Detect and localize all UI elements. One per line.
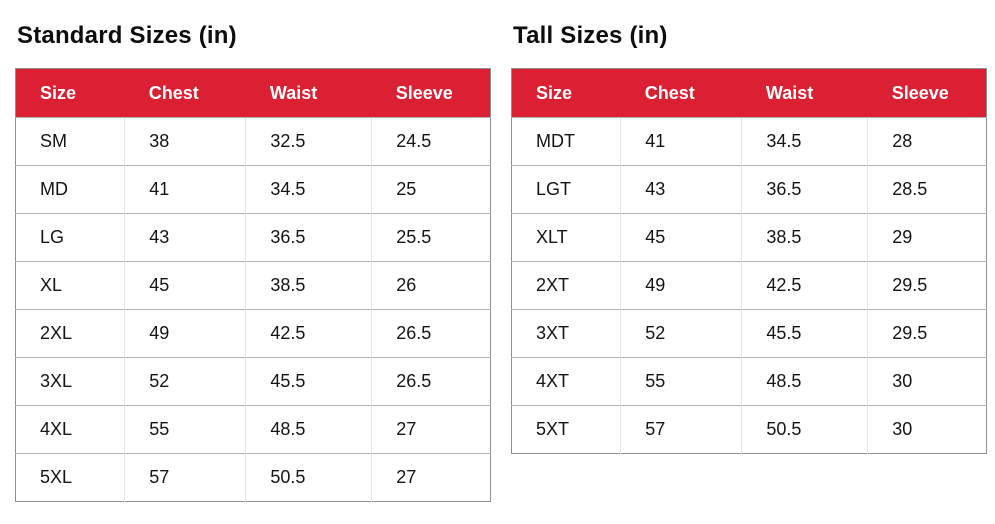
measurement-cell: 30 xyxy=(867,357,987,406)
measurement-cell: 52 xyxy=(620,309,742,358)
measurement-cell: 25.5 xyxy=(371,213,491,262)
column-header-chest: Chest xyxy=(124,68,246,118)
table-row: SM 38 32.5 24.5 xyxy=(15,117,491,166)
measurement-cell: 41 xyxy=(124,165,246,214)
measurement-cell: 45 xyxy=(124,261,246,310)
measurement-cell: 25 xyxy=(371,165,491,214)
measurement-cell: 48.5 xyxy=(741,357,868,406)
size-label-cell: 3XL xyxy=(15,357,125,406)
measurement-cell: 28.5 xyxy=(867,165,987,214)
measurement-cell: 29.5 xyxy=(867,261,987,310)
measurement-cell: 38.5 xyxy=(245,261,372,310)
measurement-cell: 27 xyxy=(371,405,491,454)
table-row: LG 43 36.5 25.5 xyxy=(15,213,491,262)
measurement-cell: 36.5 xyxy=(741,165,868,214)
measurement-cell: 55 xyxy=(620,357,742,406)
measurement-cell: 27 xyxy=(371,453,491,502)
measurement-cell: 26.5 xyxy=(371,357,491,406)
table-row: 2XL 49 42.5 26.5 xyxy=(15,309,491,358)
measurement-cell: 34.5 xyxy=(245,165,372,214)
measurement-cell: 42.5 xyxy=(741,261,868,310)
size-label-cell: LG xyxy=(15,213,125,262)
column-header-sleeve: Sleeve xyxy=(867,68,987,118)
measurement-cell: 28 xyxy=(867,117,987,166)
measurement-cell: 26.5 xyxy=(371,309,491,358)
tall-sizes-table: Size Chest Waist Sleeve MDT 41 34.5 28 LGT 43 36.… xyxy=(511,68,987,454)
column-header-waist: Waist xyxy=(245,68,372,118)
size-label-cell: 4XT xyxy=(511,357,621,406)
measurement-cell: 52 xyxy=(124,357,246,406)
measurement-cell: 45.5 xyxy=(245,357,372,406)
measurement-cell: 41 xyxy=(620,117,742,166)
header-row: Size Chest Waist Sleeve xyxy=(15,68,491,118)
measurement-cell: 45 xyxy=(620,213,742,262)
column-header-size: Size xyxy=(511,68,621,118)
size-label-cell: XL xyxy=(15,261,125,310)
table-row: 2XT 49 42.5 29.5 xyxy=(511,261,987,310)
size-label-cell: SM xyxy=(15,117,125,166)
measurement-cell: 32.5 xyxy=(245,117,372,166)
column-header-size: Size xyxy=(15,68,125,118)
measurement-cell: 50.5 xyxy=(741,405,868,454)
table-row: 4XT 55 48.5 30 xyxy=(511,357,987,406)
measurement-cell: 42.5 xyxy=(245,309,372,358)
column-header-sleeve: Sleeve xyxy=(371,68,491,118)
measurement-cell: 34.5 xyxy=(741,117,868,166)
measurement-cell: 50.5 xyxy=(245,453,372,502)
size-label-cell: 5XT xyxy=(511,405,621,454)
standard-sizes-table: Size Chest Waist Sleeve SM 38 32.5 24.5 MD 41 34.… xyxy=(15,68,491,502)
size-label-cell: XLT xyxy=(511,213,621,262)
size-label-cell: MDT xyxy=(511,117,621,166)
size-label-cell: 2XL xyxy=(15,309,125,358)
measurement-cell: 38 xyxy=(124,117,246,166)
table-row: 5XL 57 50.5 27 xyxy=(15,453,491,502)
tall-sizes-title: Tall Sizes (in) xyxy=(513,22,668,49)
table-row: 3XL 52 45.5 26.5 xyxy=(15,357,491,406)
measurement-cell: 55 xyxy=(124,405,246,454)
size-label-cell: 5XL xyxy=(15,453,125,502)
table-row: 3XT 52 45.5 29.5 xyxy=(511,309,987,358)
measurement-cell: 43 xyxy=(124,213,246,262)
measurement-cell: 29.5 xyxy=(867,309,987,358)
measurement-cell: 36.5 xyxy=(245,213,372,262)
table-row: 4XL 55 48.5 27 xyxy=(15,405,491,454)
table-row: MDT 41 34.5 28 xyxy=(511,117,987,166)
header-row: Size Chest Waist Sleeve xyxy=(511,68,987,118)
measurement-cell: 49 xyxy=(124,309,246,358)
standard-sizes-body: SM 38 32.5 24.5 MD 41 34.5 25 LG 43 36.5 25.5 XL 45 38… xyxy=(15,117,491,502)
size-label-cell: 3XT xyxy=(511,309,621,358)
table-row: 5XT 57 50.5 30 xyxy=(511,405,987,454)
measurement-cell: 38.5 xyxy=(741,213,868,262)
column-header-waist: Waist xyxy=(741,68,868,118)
table-row: MD 41 34.5 25 xyxy=(15,165,491,214)
size-charts-page: Standard Sizes (in) Size Chest Waist Sleeve… xyxy=(15,12,987,502)
size-label-cell: 2XT xyxy=(511,261,621,310)
measurement-cell: 24.5 xyxy=(371,117,491,166)
size-label-cell: MD xyxy=(15,165,125,214)
standard-sizes-section: Standard Sizes (in) Size Chest Waist Sleeve… xyxy=(15,12,491,502)
measurement-cell: 30 xyxy=(867,405,987,454)
measurement-cell: 57 xyxy=(620,405,742,454)
table-row: LGT 43 36.5 28.5 xyxy=(511,165,987,214)
measurement-cell: 26 xyxy=(371,261,491,310)
measurement-cell: 43 xyxy=(620,165,742,214)
standard-sizes-title: Standard Sizes (in) xyxy=(17,22,237,49)
table-row: XL 45 38.5 26 xyxy=(15,261,491,310)
tall-sizes-section: Tall Sizes (in) Size Chest Waist Sleeve MDT… xyxy=(511,12,987,454)
measurement-cell: 57 xyxy=(124,453,246,502)
measurement-cell: 49 xyxy=(620,261,742,310)
size-label-cell: LGT xyxy=(511,165,621,214)
measurement-cell: 45.5 xyxy=(741,309,868,358)
size-label-cell: 4XL xyxy=(15,405,125,454)
table-row: XLT 45 38.5 29 xyxy=(511,213,987,262)
measurement-cell: 29 xyxy=(867,213,987,262)
tall-sizes-body: MDT 41 34.5 28 LGT 43 36.5 28.5 XLT 45 38.5 29 2XT 49… xyxy=(511,117,987,454)
measurement-cell: 48.5 xyxy=(245,405,372,454)
column-header-chest: Chest xyxy=(620,68,742,118)
